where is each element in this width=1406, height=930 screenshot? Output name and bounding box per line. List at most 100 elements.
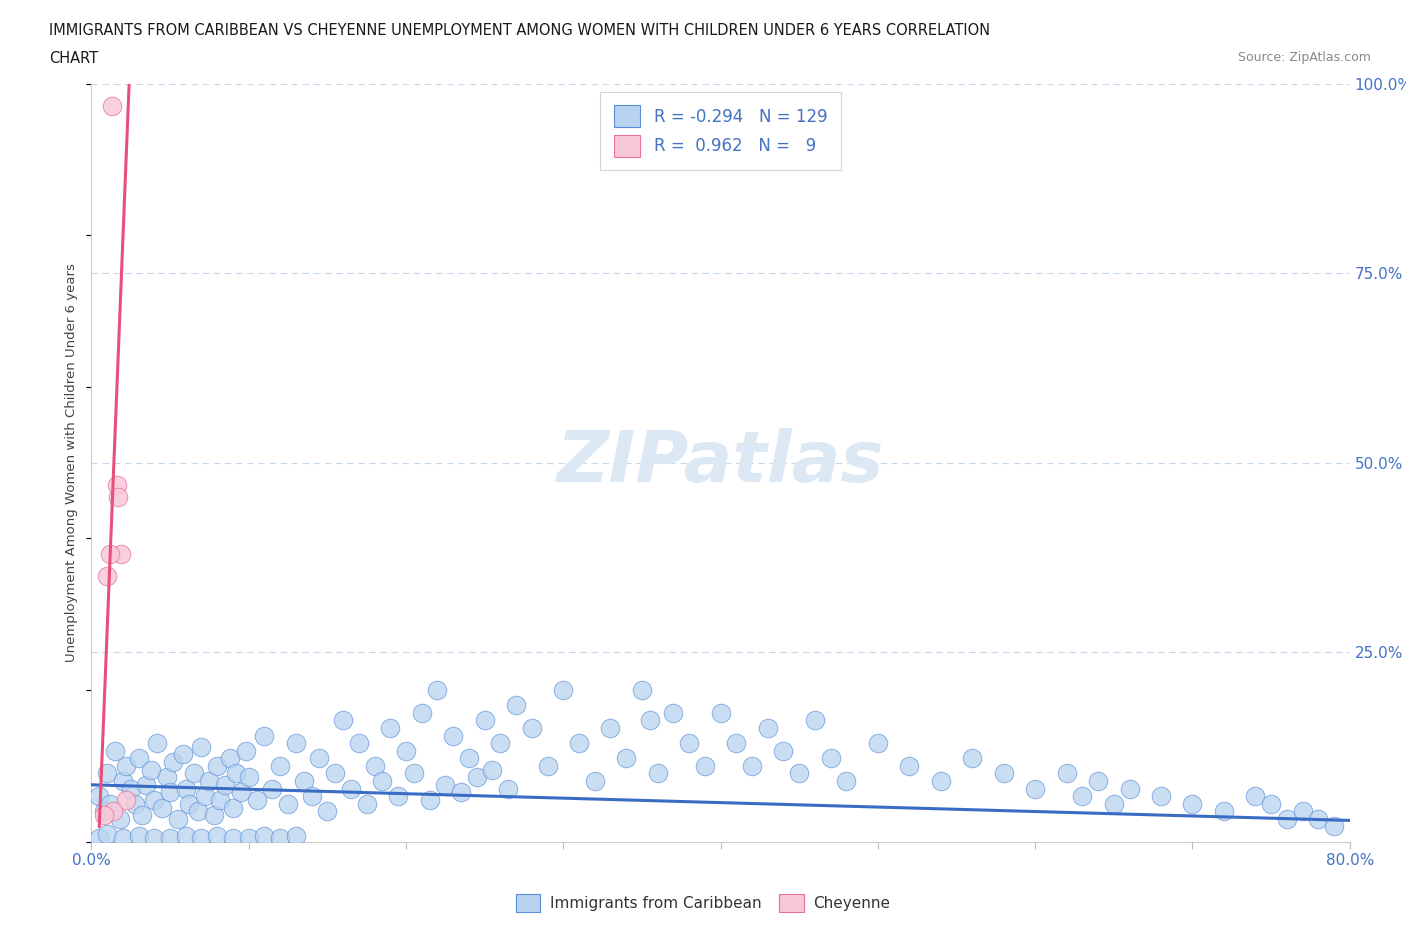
Point — [332, 713, 354, 728]
Point — [693, 759, 716, 774]
Point — [89, 830, 111, 845]
Point — [93, 804, 115, 818]
Point — [1071, 789, 1094, 804]
Point — [756, 721, 779, 736]
Point — [316, 804, 339, 818]
Point — [141, 763, 163, 777]
Point — [536, 759, 558, 774]
Point — [156, 770, 179, 785]
Point — [194, 789, 217, 804]
Point — [866, 736, 889, 751]
Point — [647, 766, 669, 781]
Point — [380, 721, 402, 736]
Point — [103, 804, 125, 818]
Point — [253, 728, 276, 743]
Point — [725, 736, 748, 751]
Point — [1087, 774, 1109, 789]
Point — [96, 569, 118, 584]
Point — [190, 739, 212, 754]
Point — [187, 804, 209, 818]
Point — [568, 736, 591, 751]
Point — [340, 781, 363, 796]
Point — [238, 830, 260, 845]
Point — [709, 705, 731, 720]
Point — [89, 789, 111, 804]
Point — [205, 828, 228, 843]
Point — [284, 828, 307, 843]
Point — [98, 546, 121, 561]
Point — [993, 766, 1015, 781]
Point — [128, 828, 150, 843]
Point — [229, 785, 252, 800]
Point — [1102, 796, 1125, 811]
Text: ZIPatlas: ZIPatlas — [557, 428, 884, 498]
Point — [284, 736, 307, 751]
Point — [411, 705, 433, 720]
Point — [167, 812, 190, 827]
Point — [269, 759, 291, 774]
Point — [159, 830, 181, 845]
Point — [111, 830, 134, 845]
Point — [162, 754, 184, 769]
Point — [1244, 789, 1267, 804]
Point — [277, 796, 299, 811]
Point — [124, 796, 146, 811]
Point — [323, 766, 346, 781]
Point — [496, 781, 519, 796]
Point — [135, 777, 157, 792]
Point — [96, 766, 118, 781]
Point — [301, 789, 323, 804]
Point — [929, 774, 952, 789]
Point — [1212, 804, 1236, 818]
Point — [172, 747, 194, 762]
Y-axis label: Unemployment Among Women with Children Under 6 years: Unemployment Among Women with Children U… — [65, 263, 79, 662]
Point — [105, 478, 128, 493]
Point — [638, 713, 661, 728]
Point — [198, 774, 221, 789]
Point — [465, 770, 488, 785]
Point — [356, 796, 378, 811]
Point — [678, 736, 700, 751]
Point — [269, 830, 291, 845]
Point — [218, 751, 240, 765]
Point — [143, 830, 166, 845]
Point — [174, 828, 197, 843]
Point — [614, 751, 637, 765]
Point — [631, 683, 654, 698]
Point — [225, 766, 247, 781]
Point — [235, 743, 257, 758]
Point — [426, 683, 449, 698]
Point — [146, 736, 169, 751]
Point — [1291, 804, 1313, 818]
Point — [820, 751, 842, 765]
Point — [245, 792, 267, 807]
Point — [177, 796, 200, 811]
Point — [363, 759, 385, 774]
Point — [107, 489, 129, 504]
Point — [835, 774, 858, 789]
Point — [222, 800, 245, 815]
Point — [104, 743, 127, 758]
Text: Source: ZipAtlas.com: Source: ZipAtlas.com — [1237, 51, 1371, 64]
Point — [1260, 796, 1282, 811]
Point — [457, 751, 479, 765]
Point — [1275, 812, 1298, 827]
Point — [111, 774, 134, 789]
Point — [434, 777, 457, 792]
Point — [205, 759, 228, 774]
Point — [505, 698, 527, 712]
Point — [96, 827, 118, 842]
Point — [308, 751, 330, 765]
Point — [599, 721, 621, 736]
Point — [402, 766, 425, 781]
Point — [1181, 796, 1204, 811]
Point — [202, 807, 225, 822]
Point — [214, 777, 236, 792]
Point — [347, 736, 370, 751]
Point — [1024, 781, 1046, 796]
Point — [481, 763, 503, 777]
Point — [1308, 812, 1330, 827]
Point — [474, 713, 496, 728]
Point — [238, 770, 260, 785]
Text: IMMIGRANTS FROM CARIBBEAN VS CHEYENNE UNEMPLOYMENT AMONG WOMEN WITH CHILDREN UND: IMMIGRANTS FROM CARIBBEAN VS CHEYENNE UN… — [49, 23, 990, 38]
